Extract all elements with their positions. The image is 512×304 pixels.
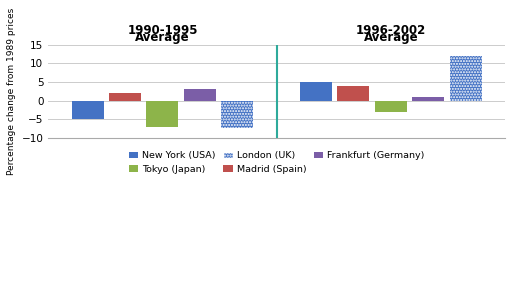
Bar xyxy=(375,101,407,112)
Text: 1990-1995: 1990-1995 xyxy=(127,24,198,37)
Bar xyxy=(221,101,253,129)
Text: 1996-2002: 1996-2002 xyxy=(356,24,426,37)
Bar xyxy=(72,101,103,119)
Bar xyxy=(450,56,482,101)
Bar xyxy=(109,93,141,101)
Text: Average: Average xyxy=(364,31,418,44)
Y-axis label: Percentage change from 1989 prices: Percentage change from 1989 prices xyxy=(7,8,16,175)
Legend: New York (USA), Tokyo (Japan), London (UK), Madrid (Spain), Frankfurt (Germany): New York (USA), Tokyo (Japan), London (U… xyxy=(125,147,428,178)
Bar xyxy=(146,101,178,126)
Bar xyxy=(300,82,332,101)
Text: Average: Average xyxy=(135,31,190,44)
Bar xyxy=(412,97,444,101)
Bar xyxy=(337,86,369,101)
Bar xyxy=(184,89,216,101)
